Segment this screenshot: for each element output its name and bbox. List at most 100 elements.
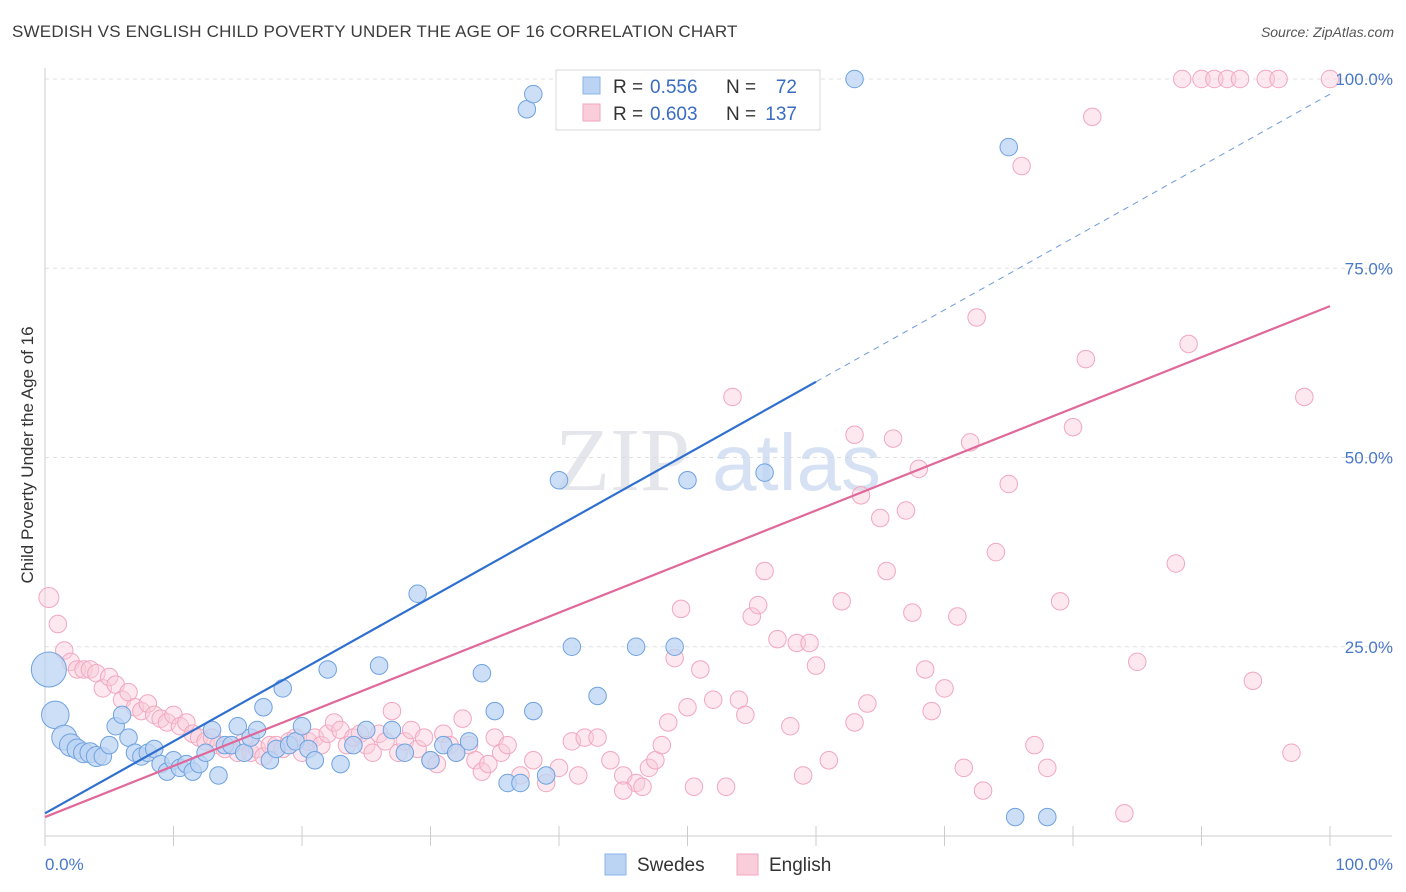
point-swedes-71 (1005, 807, 1025, 827)
point-english-146 (1012, 156, 1031, 176)
point-english-111 (871, 508, 890, 528)
legend-n-label-2: N = (726, 104, 756, 125)
bottom-legend-swatch-swedes (604, 853, 627, 876)
point-english-145 (967, 308, 986, 327)
point-swedes-53 (459, 732, 479, 751)
point-english-102 (787, 633, 806, 653)
point-english-151 (614, 781, 633, 800)
point-swedes-64 (665, 637, 684, 656)
point-swedes-44 (344, 735, 363, 755)
source-credit: Source: ZipAtlas.com (1260, 24, 1394, 40)
point-english-123 (973, 781, 993, 800)
point-english-149 (723, 387, 742, 407)
point-english-112 (877, 561, 896, 581)
point-swedes-57 (511, 773, 530, 793)
point-english-127 (1050, 592, 1070, 611)
point-english-1 (48, 614, 68, 634)
point-english-50 (363, 743, 382, 762)
point-english-71 (498, 735, 517, 755)
point-english-150 (845, 425, 864, 445)
point-english-89 (671, 599, 691, 619)
point-swedes-72 (1038, 807, 1057, 827)
point-swedes-0 (30, 651, 67, 688)
point-swedes-48 (395, 743, 415, 762)
point-swedes-43 (331, 754, 350, 774)
point-swedes-25 (202, 720, 222, 740)
point-english-147 (1025, 735, 1044, 755)
point-swedes-60 (549, 470, 569, 490)
legend-r-english: 0.603 (650, 104, 698, 125)
point-swedes-58 (524, 701, 543, 721)
y-tick-label-75: 75.0% (1345, 259, 1393, 278)
point-swedes-41 (305, 751, 325, 770)
point-english-77 (569, 766, 588, 785)
point-english-99 (755, 561, 774, 581)
point-swedes-47 (382, 720, 402, 740)
point-swedes-1 (41, 700, 70, 730)
legend-box: R = 0.556 N = 72 R = 0.603 N = 137 (555, 69, 821, 131)
point-english-83 (633, 777, 652, 797)
point-english-140 (1256, 69, 1275, 89)
trend-lines (44, 93, 1331, 819)
watermark: ZIP atlas (555, 411, 881, 510)
point-english-128 (1063, 417, 1083, 437)
point-english-142 (1282, 743, 1301, 762)
point-english-91 (684, 777, 704, 797)
point-english-44 (324, 713, 344, 732)
point-english-100 (768, 629, 787, 649)
point-swedes-68 (524, 84, 543, 104)
point-swedes-42 (318, 660, 337, 679)
point-english-130 (1115, 804, 1134, 823)
bottom-legend-swatch-english (736, 853, 759, 876)
point-english-144 (1320, 69, 1340, 89)
point-english-118 (922, 701, 941, 721)
point-english-94 (716, 777, 736, 797)
legend-n-swedes: 72 (776, 77, 797, 98)
point-english-98 (748, 595, 768, 615)
point-swedes-62 (588, 686, 607, 706)
point-english-103 (793, 766, 813, 785)
trend-line-english (44, 305, 1331, 819)
point-english-129 (1076, 349, 1096, 369)
point-english-148 (1083, 107, 1102, 127)
legend-n-label: N = (726, 77, 756, 98)
point-english-126 (1038, 758, 1057, 778)
legend-swatch-english (582, 103, 601, 122)
point-english-136 (1205, 69, 1224, 89)
bottom-legend-swedes: Swedes (637, 855, 705, 876)
point-english-70 (491, 743, 511, 762)
point-english-120 (948, 607, 967, 626)
point-swedes-61 (562, 637, 582, 656)
point-english-115 (903, 603, 922, 622)
point-english-64 (453, 709, 472, 728)
point-swedes-33 (254, 698, 273, 717)
y-tick-label-25: 25.0% (1345, 638, 1393, 657)
point-swedes-50 (421, 751, 440, 770)
legend-swatch-swedes (582, 76, 601, 95)
x-tick-label-max: 100.0% (1335, 855, 1393, 874)
point-english-78 (575, 728, 594, 747)
point-english-135 (1192, 69, 1211, 89)
point-english-79 (588, 728, 607, 747)
legend-n-english: 137 (765, 104, 797, 125)
point-english-87 (658, 713, 678, 732)
series-swedes-points (30, 69, 1057, 827)
point-english-133 (1172, 69, 1192, 89)
point-english-119 (935, 679, 954, 698)
point-swedes-9 (100, 735, 119, 755)
point-english-121 (954, 758, 974, 778)
point-english-110 (858, 694, 877, 713)
point-english-113 (883, 429, 903, 448)
point-english-139 (1243, 671, 1263, 691)
tick-labels: 25.0% 50.0% 75.0% 100.0% 0.0% 100.0% (45, 70, 1393, 874)
y-axis-label: Child Poverty Under the Age of 16 (18, 326, 37, 583)
point-swedes-26 (209, 766, 228, 785)
point-english-4 (67, 660, 87, 679)
legend-r-label-2: R = (613, 104, 643, 125)
point-swedes-55 (485, 701, 504, 721)
point-english-67 (472, 762, 492, 781)
legend-r-label: R = (613, 77, 643, 98)
point-english-58 (414, 728, 434, 747)
point-english-105 (806, 656, 826, 675)
